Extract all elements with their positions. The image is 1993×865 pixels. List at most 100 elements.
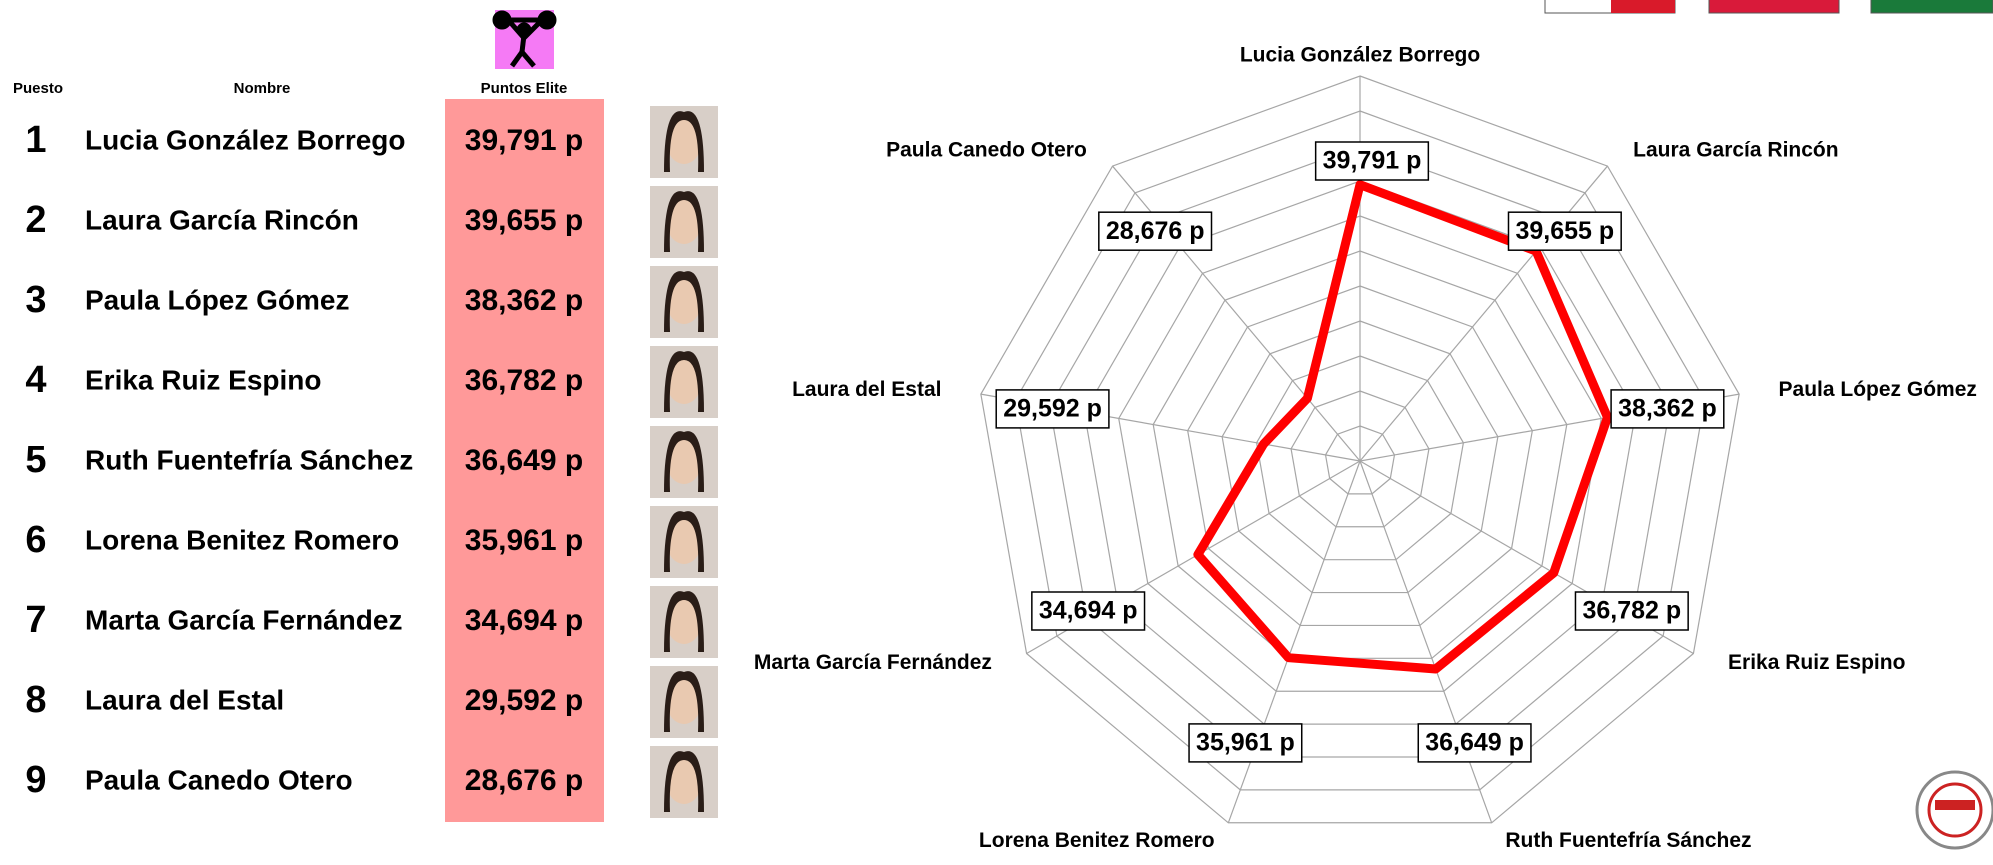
points: 28,676 p [465,764,583,797]
value-label-box [1188,723,1303,763]
photo-face [666,116,702,164]
flags [1544,0,1993,14]
photo-hair [664,751,704,812]
athlete-name: Lorena Benitez Romero [85,524,399,555]
axis-label: Paula López Gómez [1779,378,1977,401]
value-label: 39,655 p [1507,211,1622,251]
spoke [1112,165,1361,462]
photo-hair [664,351,704,412]
points: 39,655 p [465,204,583,237]
photo-face [666,356,702,404]
value-label-box [1610,389,1725,429]
value-label-box [1314,141,1430,181]
photo-face [666,196,702,244]
value-label-box [995,389,1110,429]
value-label-text: 29,592 p [1003,395,1102,423]
axis-label: Marta García Fernández [754,651,992,674]
points: 35,961 p [465,524,583,557]
value-label: 35,961 p [1188,723,1303,763]
column-header: Puesto [13,80,63,97]
photo-face [666,676,702,724]
photo-hair [664,671,704,732]
athlete-name: Lucia González Borrego [85,124,406,155]
value-label-box [1507,211,1622,251]
grid-ring [1152,250,1568,659]
rank: 5 [25,439,46,481]
athlete-name: Laura del Estal [85,684,284,715]
rank: 9 [25,759,46,801]
rank: 3 [25,279,46,321]
photo-face [666,596,702,644]
grid-ring [1118,215,1602,692]
column-header: Puntos Elite [481,80,568,97]
points: 34,694 p [465,604,583,637]
points: 29,592 p [465,684,583,717]
federation-logo [1915,770,1993,850]
rank: 1 [25,119,46,161]
photo-hair [664,191,704,252]
photo-hair [664,111,704,172]
athlete-name: Paula López Gómez [85,284,350,315]
athlete-name: Paula Canedo Otero [85,764,353,795]
grid-ring [1324,425,1396,495]
value-label: 39,791 p [1314,141,1430,181]
rank: 4 [25,359,46,401]
photo-face [666,436,702,484]
value-label: 28,676 p [1098,211,1213,251]
value-label-box [1417,723,1532,763]
value-label-text: 34,694 p [1039,597,1138,625]
grid-ring [1187,285,1533,627]
points: 36,782 p [465,364,583,397]
value-label: 34,694 p [1031,591,1146,631]
value-label-box [1098,211,1213,251]
grid-ring [1049,145,1671,758]
athlete-name: Ruth Fuentefría Sánchez [85,444,413,475]
grid-ring [1255,355,1465,561]
lifter-figure [492,10,557,68]
athlete-name: Marta García Fernández [85,604,402,635]
value-label-text: 39,791 p [1323,147,1422,175]
photo-face [666,276,702,324]
series-line [1193,180,1613,674]
rank: 7 [25,599,46,641]
value-label: 38,362 p [1610,389,1725,429]
value-label-text: 35,961 p [1196,729,1295,757]
photo-hair [664,511,704,572]
photo-hair [664,431,704,492]
rank: 6 [25,519,46,561]
rank: 2 [25,199,46,241]
axis-label: Ruth Fuentefría Sánchez [1505,829,1751,852]
athlete-name: Laura García Rincón [85,204,359,235]
grid-ring [1221,320,1499,594]
axis-label: Laura García Rincón [1633,138,1838,161]
value-label-box [1031,591,1146,631]
spoke [1359,165,1608,462]
photo-face [666,516,702,564]
photo-face [666,756,702,804]
grid-ring [1083,180,1637,725]
points: 38,362 p [465,284,583,317]
value-label: 29,592 p [995,389,1110,429]
column-header: Nombre [234,80,291,97]
grid-ring [980,75,1740,824]
axis-label: Lorena Benitez Romero [979,829,1215,852]
axis-label: Lucia González Borrego [1240,44,1480,67]
points-column [445,99,604,822]
value-label-text: 36,649 p [1425,729,1524,757]
axis-label: Erika Ruiz Espino [1728,651,1905,674]
value-label: 36,649 p [1417,723,1532,763]
value-label-text: 28,676 p [1106,217,1205,245]
value-label-box [1574,591,1689,631]
points: 36,649 p [465,444,583,477]
rank: 8 [25,679,46,721]
value-label-text: 36,782 p [1582,597,1681,625]
value-label-text: 39,655 p [1515,217,1614,245]
value-label: 36,782 p [1574,591,1689,631]
points: 39,791 p [465,124,583,157]
spoke [1227,460,1361,823]
grid-ring [1290,390,1430,528]
value-label-text: 38,362 p [1618,395,1717,423]
grid-ring [1014,110,1706,791]
athlete-name: Erika Ruiz Espino [85,364,322,395]
